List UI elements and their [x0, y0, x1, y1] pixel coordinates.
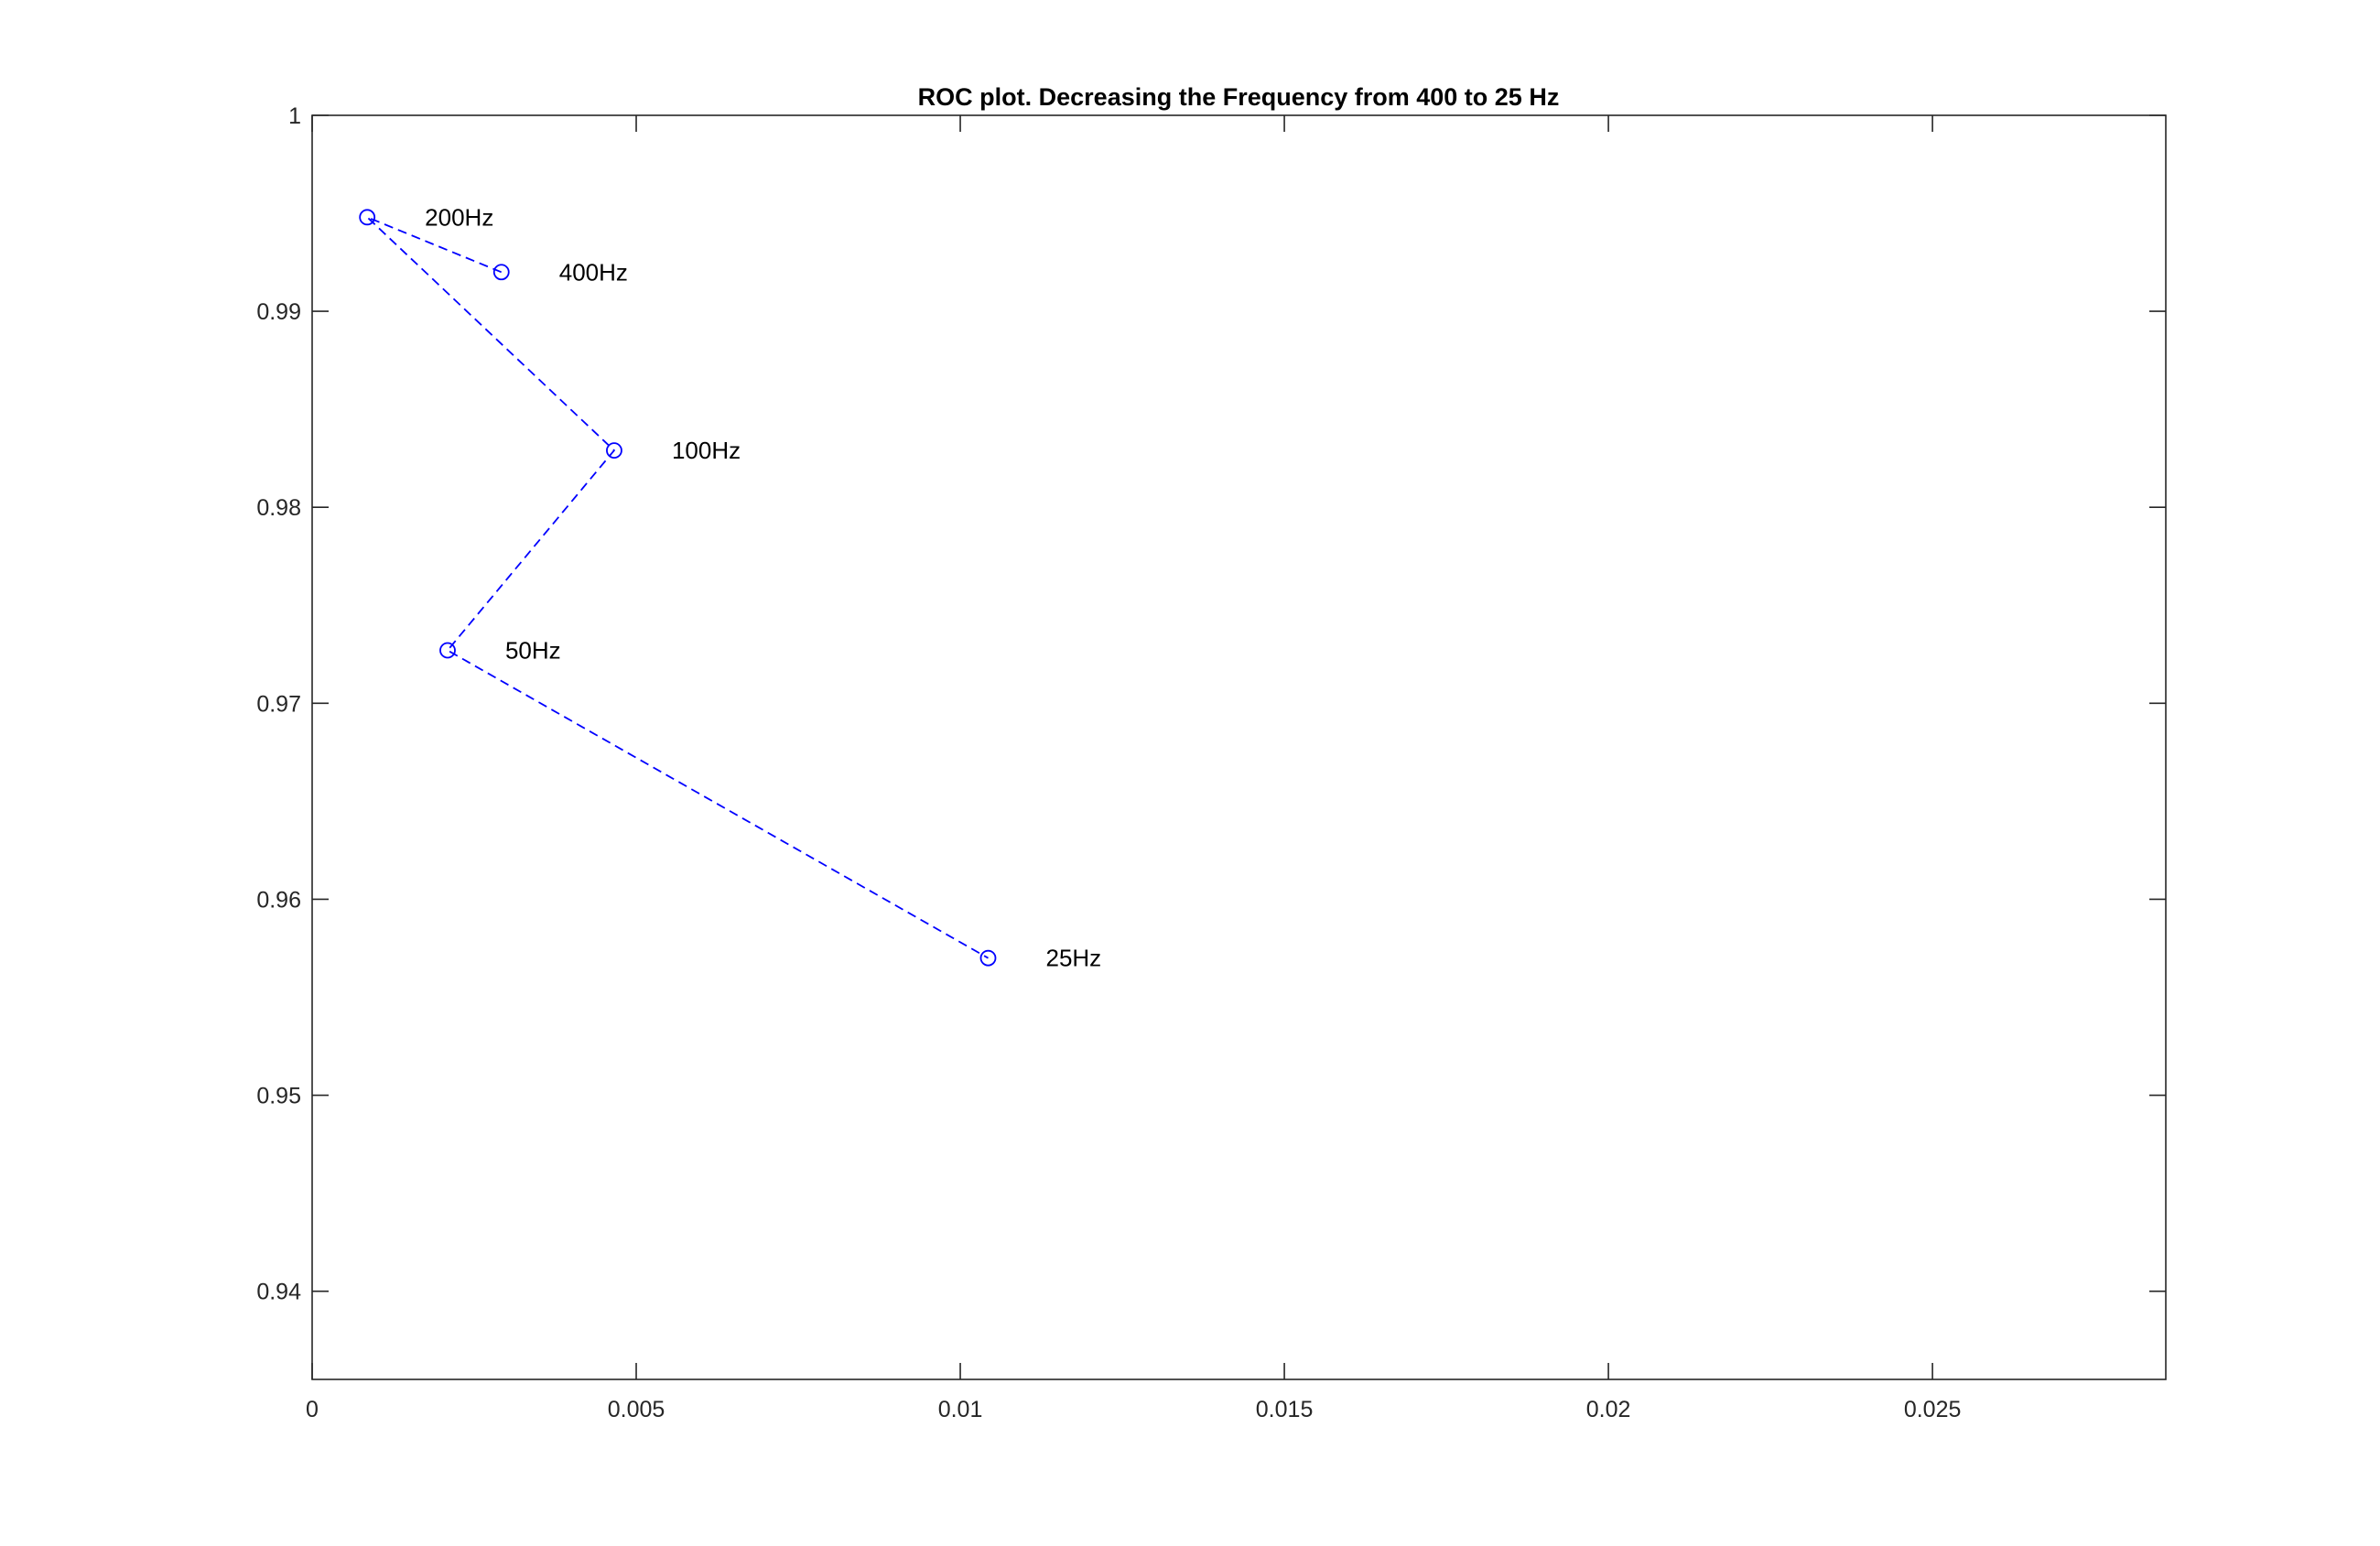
data-point-marker: [359, 209, 376, 226]
x-tick-label: 0.01: [938, 1397, 983, 1422]
axes: [311, 114, 2167, 1380]
y-tick-label: 1: [288, 103, 301, 129]
point-label: 400Hz: [559, 258, 628, 286]
data-series: [359, 209, 997, 967]
data-point-marker: [439, 642, 456, 659]
x-tick-label: 0.025: [1904, 1397, 1962, 1422]
x-tick-label: 0.015: [1256, 1397, 1314, 1422]
point-label: 100Hz: [672, 437, 741, 464]
data-point-marker: [492, 264, 510, 281]
chart-title: ROC plot. Decreasing the Frequency from …: [918, 83, 1560, 111]
point-label: 50Hz: [505, 637, 561, 665]
y-tick-label: 0.99: [256, 299, 301, 325]
point-label: 25Hz: [1045, 945, 1101, 972]
plot-area-box: [311, 114, 2167, 1380]
y-tick-label: 0.98: [256, 495, 301, 521]
y-tick-label: 0.94: [256, 1280, 301, 1305]
ticks: 0 0.005 0.01 0.015 0.02 0.025 0.94 0.95 0.96 0.97…: [256, 103, 2166, 1422]
y-tick-label: 0.95: [256, 1084, 301, 1109]
x-tick-label: 0.02: [1586, 1397, 1631, 1422]
point-labels: 400Hz 200Hz 100Hz 50Hz 25Hz: [425, 203, 1101, 971]
y-tick-label: 0.97: [256, 691, 301, 717]
series-line: [366, 216, 989, 959]
data-point-marker: [979, 949, 997, 967]
point-label: 200Hz: [425, 203, 493, 231]
x-tick-label: 0: [306, 1397, 319, 1422]
y-tick-label: 0.96: [256, 887, 301, 913]
data-point-marker: [606, 442, 622, 459]
x-tick-label: 0.005: [608, 1397, 665, 1422]
